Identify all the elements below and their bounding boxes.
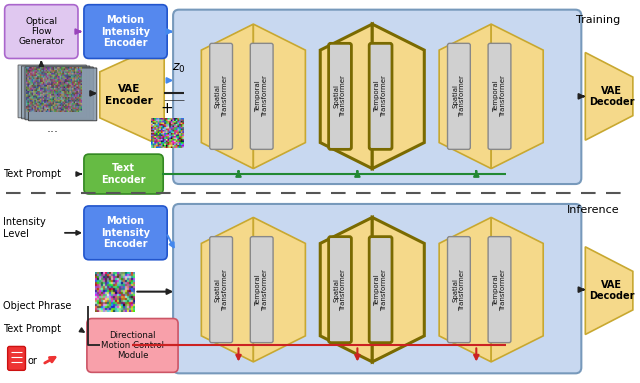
FancyBboxPatch shape bbox=[328, 43, 351, 149]
FancyBboxPatch shape bbox=[18, 65, 86, 118]
Polygon shape bbox=[100, 43, 164, 147]
FancyBboxPatch shape bbox=[84, 154, 163, 194]
FancyBboxPatch shape bbox=[369, 43, 392, 149]
FancyBboxPatch shape bbox=[173, 204, 581, 373]
FancyBboxPatch shape bbox=[84, 206, 167, 260]
FancyBboxPatch shape bbox=[210, 43, 232, 149]
Text: or: or bbox=[28, 357, 37, 367]
Text: Intensity
Level: Intensity Level bbox=[3, 217, 45, 239]
Text: Text Prompt: Text Prompt bbox=[3, 169, 61, 179]
Polygon shape bbox=[202, 218, 253, 362]
FancyBboxPatch shape bbox=[4, 5, 78, 59]
Text: Spatial
Transformer: Spatial Transformer bbox=[452, 269, 465, 311]
Polygon shape bbox=[372, 218, 424, 362]
Polygon shape bbox=[253, 218, 305, 362]
Text: Temporal
Transformer: Temporal Transformer bbox=[374, 269, 387, 311]
Text: Motion
Intensity
Encoder: Motion Intensity Encoder bbox=[101, 15, 150, 48]
Text: Text
Encoder: Text Encoder bbox=[101, 163, 146, 185]
FancyBboxPatch shape bbox=[447, 237, 470, 343]
FancyBboxPatch shape bbox=[328, 237, 351, 343]
Text: Temporal
Transformer: Temporal Transformer bbox=[255, 75, 268, 117]
Text: Spatial
Transformer: Spatial Transformer bbox=[452, 75, 465, 117]
Polygon shape bbox=[586, 247, 633, 334]
Text: Optical
Flow
Generator: Optical Flow Generator bbox=[19, 17, 65, 46]
Polygon shape bbox=[586, 52, 633, 140]
FancyBboxPatch shape bbox=[87, 319, 178, 372]
Text: $z_0$: $z_0$ bbox=[172, 62, 186, 75]
FancyBboxPatch shape bbox=[250, 43, 273, 149]
Text: Temporal
Transformer: Temporal Transformer bbox=[374, 75, 387, 117]
Text: Motion
Intensity
Encoder: Motion Intensity Encoder bbox=[101, 216, 150, 249]
FancyBboxPatch shape bbox=[8, 347, 26, 370]
Text: Temporal
Transformer: Temporal Transformer bbox=[255, 269, 268, 311]
Polygon shape bbox=[439, 218, 491, 362]
Polygon shape bbox=[320, 218, 372, 362]
Text: Spatial
Transformer: Spatial Transformer bbox=[214, 269, 228, 311]
FancyBboxPatch shape bbox=[210, 237, 232, 343]
Polygon shape bbox=[320, 24, 372, 169]
Text: Spatial
Transformer: Spatial Transformer bbox=[333, 75, 346, 117]
Polygon shape bbox=[491, 24, 543, 169]
FancyBboxPatch shape bbox=[25, 67, 93, 120]
Text: Temporal
Transformer: Temporal Transformer bbox=[493, 269, 506, 311]
Polygon shape bbox=[491, 218, 543, 362]
Text: VAE
Encoder: VAE Encoder bbox=[105, 84, 152, 106]
FancyBboxPatch shape bbox=[488, 237, 511, 343]
Text: Inference: Inference bbox=[567, 205, 620, 215]
Text: ...: ... bbox=[46, 122, 58, 135]
Polygon shape bbox=[253, 24, 305, 169]
FancyBboxPatch shape bbox=[250, 237, 273, 343]
FancyBboxPatch shape bbox=[28, 68, 97, 121]
Polygon shape bbox=[202, 24, 253, 169]
Text: Training: Training bbox=[576, 15, 620, 25]
FancyBboxPatch shape bbox=[447, 43, 470, 149]
FancyBboxPatch shape bbox=[22, 66, 90, 119]
Text: Spatial
Transformer: Spatial Transformer bbox=[333, 269, 346, 311]
Text: Object Phrase: Object Phrase bbox=[3, 301, 71, 311]
Text: Directional
Motion Control
Module: Directional Motion Control Module bbox=[101, 331, 164, 360]
FancyBboxPatch shape bbox=[84, 5, 167, 59]
Text: Spatial
Transformer: Spatial Transformer bbox=[214, 75, 228, 117]
FancyBboxPatch shape bbox=[173, 10, 581, 184]
Polygon shape bbox=[372, 24, 424, 169]
FancyBboxPatch shape bbox=[488, 43, 511, 149]
Text: VAE
Decoder: VAE Decoder bbox=[589, 280, 634, 301]
Text: Temporal
Transformer: Temporal Transformer bbox=[493, 75, 506, 117]
Text: Text Prompt: Text Prompt bbox=[3, 324, 61, 334]
FancyBboxPatch shape bbox=[369, 237, 392, 343]
Polygon shape bbox=[439, 24, 491, 169]
Text: +: + bbox=[161, 101, 173, 116]
Text: VAE
Decoder: VAE Decoder bbox=[589, 85, 634, 107]
